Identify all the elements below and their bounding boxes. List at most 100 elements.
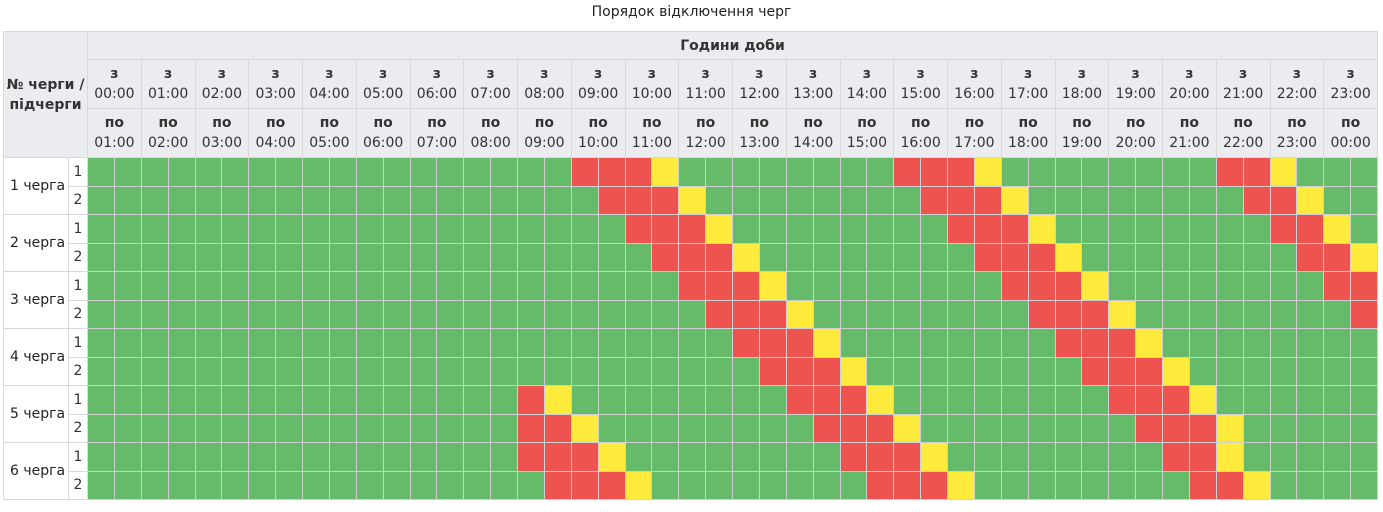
slot-power-on: [1135, 214, 1163, 244]
slot-power-on: [1296, 470, 1325, 500]
slot-power-on: [328, 470, 357, 500]
slot-power-on: [248, 385, 277, 415]
hour-to-cell: по 09:00: [517, 108, 572, 158]
slot-power-on: [651, 328, 680, 358]
slot-power-on: [785, 470, 814, 500]
slot-power-on: [167, 356, 196, 386]
slot-possible-off: [570, 413, 599, 443]
slot-power-on: [1188, 214, 1217, 244]
slot-power-off: [1215, 157, 1244, 187]
slot-power-on: [302, 299, 330, 329]
slot-power-on: [947, 299, 975, 329]
slot-power-on: [113, 271, 142, 301]
from-time: 13:00: [792, 86, 834, 102]
slot-power-on: [87, 442, 115, 472]
slot-power-on: [1269, 442, 1298, 472]
slot-power-on: [1215, 271, 1244, 301]
slot-power-on: [920, 242, 948, 272]
hour-from-cell: з 12:00: [732, 59, 787, 109]
to-prefix: по: [803, 115, 823, 131]
hours-of-day-header: Години доби: [87, 31, 1378, 60]
to-time: 07:00: [416, 135, 458, 151]
slot-power-on: [382, 271, 411, 301]
hour-to-cell: по 05:00: [302, 108, 357, 158]
slot-power-on: [355, 470, 384, 500]
slot-power-on: [328, 299, 357, 329]
slot-power-on: [517, 470, 545, 500]
slot-power-on: [812, 242, 841, 272]
slot-power-on: [866, 271, 895, 301]
slot-power-on: [866, 356, 895, 386]
slot-power-on: [1135, 157, 1163, 187]
slot-power-on: [1215, 328, 1244, 358]
slot-power-on: [1242, 385, 1271, 415]
slot-power-off: [973, 185, 1002, 215]
slot-power-on: [517, 214, 545, 244]
slot-power-on: [758, 157, 787, 187]
slot-power-on: [1269, 299, 1298, 329]
slot-power-on: [1323, 413, 1352, 443]
slot-power-off: [705, 299, 733, 329]
slot-power-on: [302, 214, 330, 244]
slot-power-on: [920, 214, 948, 244]
from-time: 23:00: [1330, 86, 1371, 102]
from-prefix: з: [1131, 66, 1140, 82]
slot-power-on: [194, 299, 223, 329]
slot-possible-off: [1054, 242, 1083, 272]
slot-power-on: [221, 157, 250, 187]
subqueue-label: 1: [68, 442, 88, 472]
slot-power-on: [839, 242, 868, 272]
slot-power-on: [1296, 299, 1325, 329]
slot-power-on: [1350, 470, 1378, 500]
slot-power-on: [194, 328, 223, 358]
slot-power-on: [409, 385, 438, 415]
slot-power-on: [1215, 299, 1244, 329]
slot-power-on: [248, 242, 277, 272]
slot-power-on: [839, 299, 868, 329]
hour-from-cell: з 08:00: [517, 59, 572, 109]
slot-power-on: [1054, 157, 1083, 187]
slot-power-on: [167, 470, 196, 500]
hour-to-cell: по 23:00: [1269, 108, 1325, 158]
slot-power-on: [167, 185, 196, 215]
hour-to-cell: по 04:00: [248, 108, 303, 158]
slot-power-on: [436, 299, 465, 329]
slot-power-on: [973, 271, 1002, 301]
slot-power-on: [1000, 328, 1029, 358]
slot-power-on: [839, 328, 868, 358]
slot-power-off: [1162, 385, 1190, 415]
hour-to-cell: по 08:00: [463, 108, 518, 158]
slot-power-off: [1162, 413, 1190, 443]
slot-power-on: [167, 242, 196, 272]
slot-power-off: [973, 214, 1002, 244]
slot-power-on: [382, 442, 411, 472]
slot-power-on: [436, 356, 465, 386]
slot-power-on: [1188, 242, 1217, 272]
slot-power-on: [302, 385, 330, 415]
slot-power-on: [355, 442, 384, 472]
slot-power-on: [732, 185, 760, 215]
slot-power-on: [624, 442, 653, 472]
slot-power-on: [1350, 413, 1378, 443]
hour-to-cell: по 13:00: [732, 108, 787, 158]
slot-power-on: [1054, 214, 1083, 244]
slot-power-on: [1054, 442, 1083, 472]
slot-power-on: [436, 442, 465, 472]
slot-power-on: [275, 214, 303, 244]
hour-to-cell: по 07:00: [409, 108, 465, 158]
slot-power-off: [973, 242, 1002, 272]
slot-power-on: [355, 385, 384, 415]
from-prefix: з: [755, 66, 764, 82]
slot-power-on: [1188, 299, 1217, 329]
slot-power-on: [1054, 356, 1083, 386]
slot-power-on: [839, 470, 868, 500]
queue-label: 2 черга: [3, 214, 69, 272]
hour-from-cell: з 15:00: [893, 59, 948, 109]
slot-power-on: [87, 242, 115, 272]
from-prefix: з: [379, 66, 388, 82]
slot-power-on: [382, 356, 411, 386]
slot-power-on: [248, 328, 277, 358]
slot-power-off: [1135, 413, 1163, 443]
hour-to-cell: по 22:00: [1215, 108, 1271, 158]
queue-label: 1 черга: [3, 157, 69, 215]
